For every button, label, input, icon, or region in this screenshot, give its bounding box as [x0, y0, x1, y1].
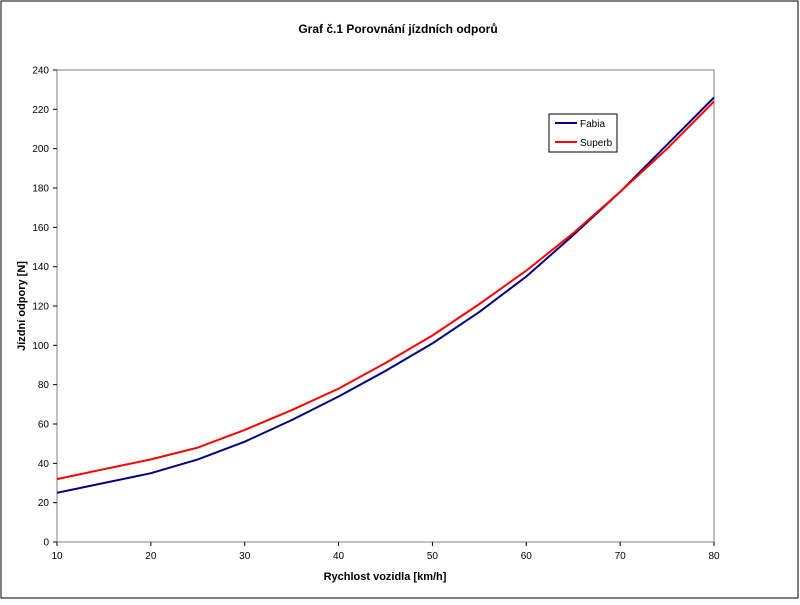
x-tick-label: 70 [615, 551, 627, 562]
legend-label-fabia: Fabia [580, 119, 605, 130]
y-tick-label: 200 [32, 144, 49, 155]
y-axis: 0 20 40 60 80 100 120 140 160 180 200 220 240 [32, 66, 57, 549]
x-tick-label: 20 [145, 551, 157, 562]
x-tick-label: 30 [239, 551, 251, 562]
y-tick-label: 220 [32, 105, 49, 116]
y-tick-label: 240 [32, 66, 49, 77]
y-axis-label: Jízdní odpory [N] [16, 261, 28, 351]
x-tick-label: 10 [51, 551, 63, 562]
y-tick-label: 160 [32, 223, 49, 234]
x-axis: 10 20 30 40 50 60 70 80 [51, 542, 720, 562]
series-lines [56, 96, 715, 494]
y-tick-label: 40 [38, 459, 50, 470]
x-tick-label: 60 [521, 551, 533, 562]
x-tick-label: 80 [708, 551, 720, 562]
y-tick-label: 80 [38, 380, 50, 391]
y-tick-label: 60 [38, 420, 50, 431]
y-tick-label: 180 [32, 184, 49, 195]
series-line-superb [56, 100, 715, 481]
y-tick-label: 20 [38, 498, 50, 509]
y-tick-label: 140 [32, 262, 49, 273]
y-tick-label: 100 [32, 341, 49, 352]
legend-box [548, 113, 618, 153]
x-tick-label: 50 [427, 551, 439, 562]
y-tick-label: 120 [32, 302, 49, 313]
chart-title: Graf č.1 Porovnání jízdních odporů [298, 22, 497, 36]
legend: Fabia Superb [548, 113, 618, 153]
x-axis-label: Rychlost vozidla [km/h] [324, 571, 447, 583]
y-tick-label: 0 [43, 538, 49, 549]
x-tick-label: 40 [333, 551, 345, 562]
legend-label-superb: Superb [580, 138, 613, 149]
